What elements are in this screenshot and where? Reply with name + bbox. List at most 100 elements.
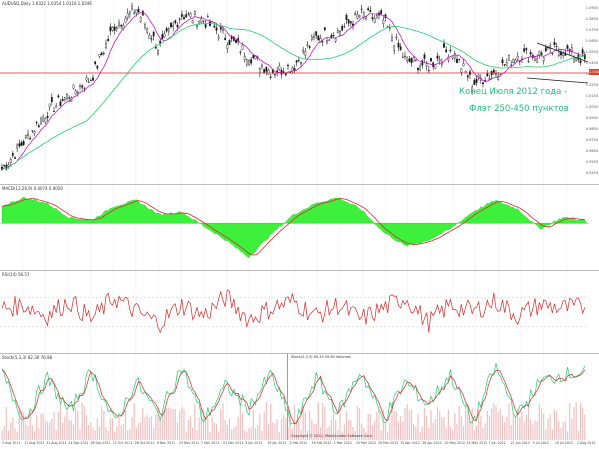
candle-body <box>76 91 79 93</box>
volume-bar <box>460 416 462 440</box>
stoch-panel[interactable]: Stoch(5,3,3) 82.30 76.98 Stoch(5,3,3) 65… <box>0 354 599 440</box>
volume-bar <box>254 428 257 440</box>
candle-body <box>83 87 86 89</box>
volume-bar <box>445 427 447 440</box>
volume-bar <box>540 408 543 440</box>
volume-bar <box>497 412 499 440</box>
candle-body <box>66 94 68 99</box>
volume-bar <box>462 425 465 440</box>
candle-body <box>261 64 263 67</box>
candle-body <box>560 52 562 56</box>
volume-bar <box>352 426 354 440</box>
volume-bar <box>172 408 174 440</box>
candle-body <box>393 45 396 51</box>
price-chart-panel[interactable]: AUDUSD,Daily 1.0322 1.0354 1.0316 1.0346… <box>0 0 599 185</box>
trendline-lower[interactable] <box>526 77 589 84</box>
candle-body <box>109 26 112 32</box>
candle-body <box>583 54 586 59</box>
macd-panel[interactable]: MACD(12,26,9) 0.0074 0.0050 <box>0 185 599 271</box>
trendline-upper[interactable] <box>536 42 589 63</box>
volume-bar <box>64 416 66 440</box>
candle-body <box>408 58 411 62</box>
candle-body <box>287 64 289 67</box>
candle-body <box>453 53 456 59</box>
candle-body <box>137 8 140 13</box>
candle-body <box>14 157 16 159</box>
volume-bar <box>434 419 436 440</box>
candle-body <box>29 138 32 140</box>
candle-body <box>31 130 34 132</box>
candle-body <box>243 56 246 60</box>
candle-body <box>378 12 380 16</box>
candle-body <box>131 5 133 9</box>
price-scale-label: 1.0150 <box>585 94 598 98</box>
volume-bar <box>261 430 263 440</box>
candle-body <box>414 59 417 61</box>
volume-bar <box>176 422 179 440</box>
candle-body <box>427 70 430 72</box>
candle-body <box>473 80 476 85</box>
volume-bar <box>111 418 114 440</box>
volume-bar <box>415 426 417 440</box>
candle-body <box>388 27 391 29</box>
volume-bar <box>504 421 506 440</box>
volume-bar <box>276 419 278 440</box>
candle-body <box>347 19 350 24</box>
candle-body <box>144 24 146 28</box>
volume-bar <box>471 407 473 440</box>
candle-body <box>386 26 389 28</box>
candle-body <box>302 49 305 53</box>
volume-bar <box>551 429 553 440</box>
volume-bar <box>441 417 443 440</box>
candle-body <box>495 73 497 76</box>
candle-body <box>555 46 558 47</box>
price-scale-label: 0.9950 <box>585 116 598 120</box>
macd-chart[interactable] <box>0 185 599 270</box>
stoch-chart[interactable] <box>0 354 599 440</box>
candle-body <box>141 10 144 16</box>
candle-body <box>124 18 127 23</box>
volume-bar <box>272 422 274 440</box>
volume-bar <box>118 417 120 440</box>
candle-body <box>185 14 188 18</box>
candle-body <box>193 11 196 15</box>
date-axis-label: 21 Jun 2012 <box>510 441 530 445</box>
volume-bar <box>278 431 280 440</box>
candle-body <box>9 158 12 163</box>
candle-body <box>42 116 45 122</box>
copyright-text: Copyright © 2012, MetaQuotes Software Co… <box>291 434 374 438</box>
volume-bar <box>55 429 57 440</box>
volume-bar <box>371 425 374 440</box>
candle-body <box>113 26 116 31</box>
volume-bar <box>183 409 185 440</box>
volume-bar <box>532 424 534 440</box>
candle-body <box>425 63 428 67</box>
volume-bar <box>480 415 482 440</box>
volume-bar <box>302 405 304 440</box>
rsi-chart[interactable] <box>0 271 599 353</box>
candle-body <box>293 68 296 71</box>
candle-body <box>139 16 142 22</box>
candle-body <box>263 69 266 74</box>
volume-bar <box>88 424 90 440</box>
candle-body <box>274 74 276 76</box>
volume-bar <box>36 415 38 440</box>
volume-bar <box>161 414 163 440</box>
candle-body <box>360 8 363 10</box>
candle-body <box>37 125 40 128</box>
volume-bar <box>523 421 525 440</box>
volume-bar <box>413 424 415 440</box>
candle-body <box>445 49 448 53</box>
volume-bar <box>562 421 564 440</box>
volume-bar <box>280 418 283 440</box>
date-axis-label: 16 Feb 2012 <box>311 441 332 445</box>
volume-bar <box>274 423 276 440</box>
candle-body <box>436 55 439 59</box>
candle-body <box>562 53 565 56</box>
volume-bar <box>96 418 98 440</box>
price-chart[interactable] <box>0 0 599 184</box>
rsi-panel[interactable]: RSI(14) 56.57 <box>0 271 599 354</box>
volume-bar <box>335 419 337 440</box>
volume-bar <box>131 416 133 440</box>
